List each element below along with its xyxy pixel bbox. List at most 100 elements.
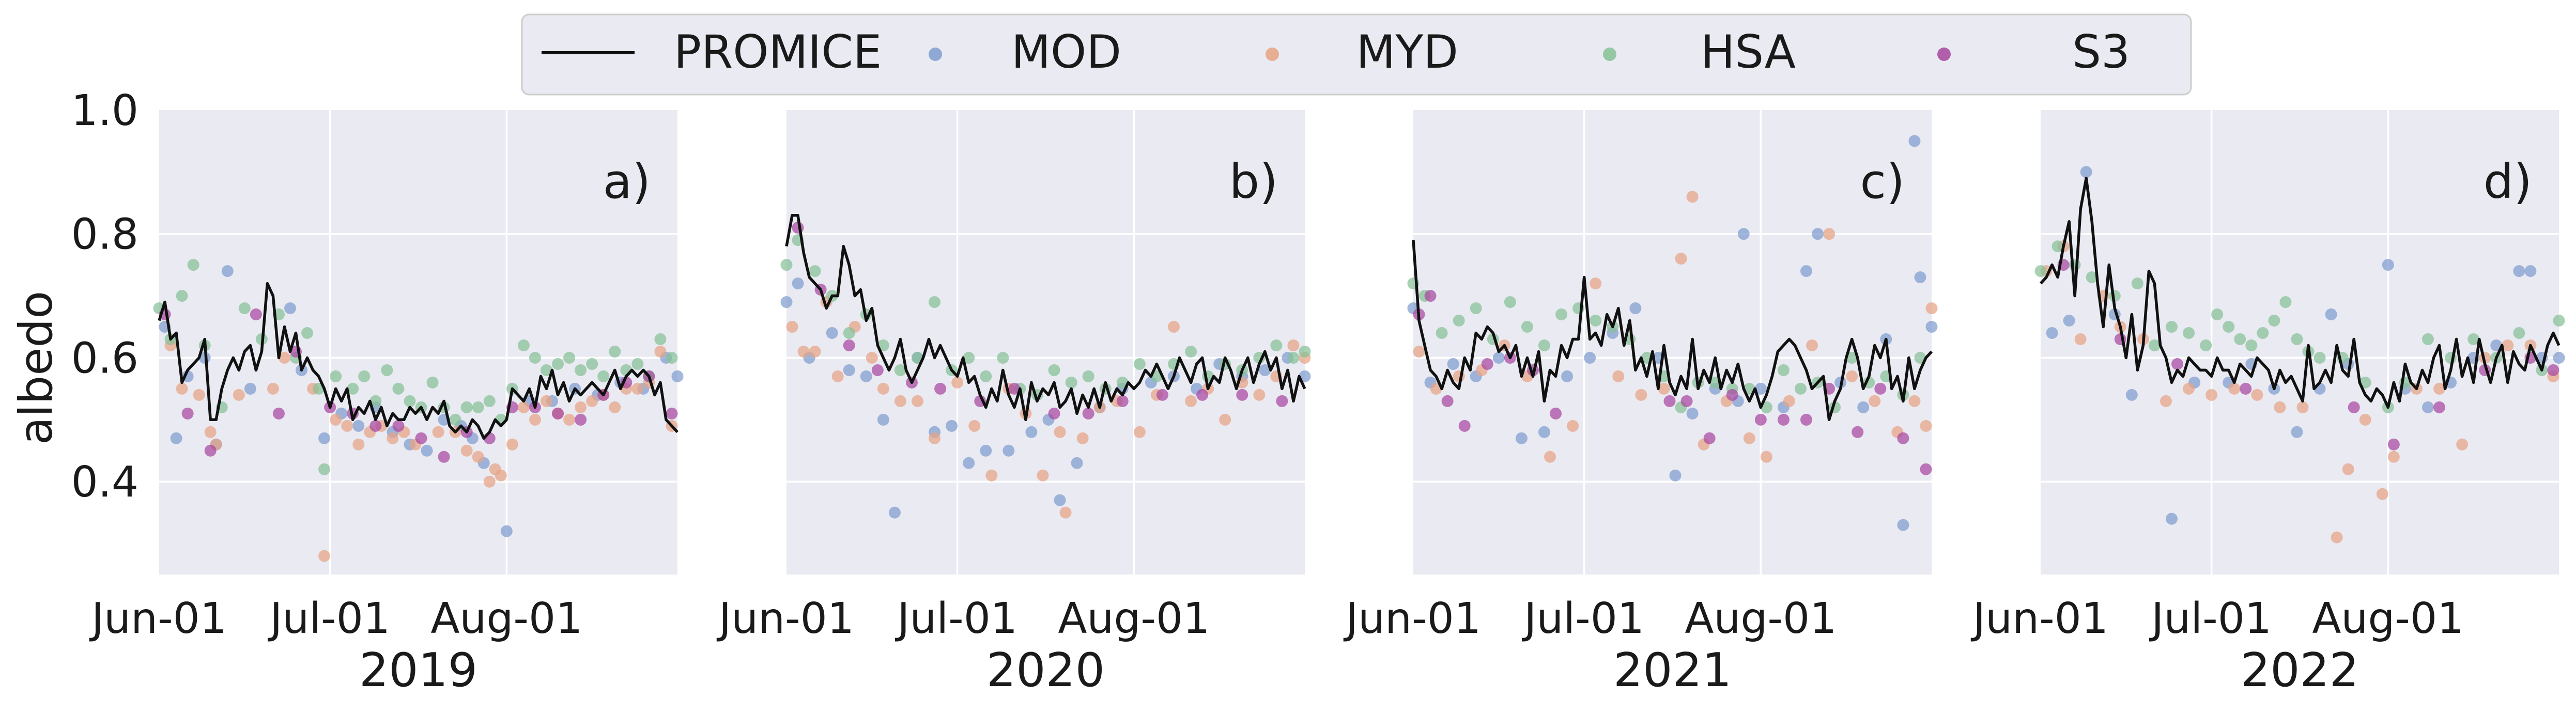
hsa-point [1436, 327, 1448, 339]
mod-point [500, 525, 513, 537]
myd-point [506, 438, 518, 451]
panel-year-label: 2020 [986, 643, 1105, 698]
legend-label: PROMICE [674, 25, 882, 79]
panel-label: c) [1860, 154, 1905, 209]
s3-point [1726, 389, 1738, 401]
myd-point [797, 345, 810, 358]
hsa-point [2467, 333, 2480, 346]
myd-point [1253, 389, 1266, 401]
legend-label: S3 [2072, 25, 2130, 79]
mod-point [2046, 327, 2058, 339]
myd-point [575, 401, 587, 413]
myd-point [1612, 370, 1625, 382]
s3-point [369, 420, 382, 432]
mod-point [2080, 166, 2092, 178]
hsa-point [1270, 339, 1283, 351]
myd-point [1686, 191, 1699, 203]
hsa-point [1048, 364, 1060, 376]
mod-point [1054, 494, 1066, 506]
hsa-point [563, 351, 576, 364]
myd-point [2274, 401, 2286, 413]
s3-point [1156, 389, 1168, 401]
hsa-point [1777, 364, 1790, 376]
hsa-point [460, 401, 473, 413]
mod-point [1025, 426, 1038, 438]
mod-point [1914, 271, 1926, 284]
hsa-point [318, 463, 331, 475]
myd-point [654, 345, 667, 358]
x-tick-label: Aug-01 [1058, 594, 1210, 643]
hsa-point [929, 296, 941, 308]
hsa-point [2313, 351, 2326, 364]
mod-point [792, 277, 804, 290]
myd-point [2433, 382, 2446, 395]
s3-point [272, 407, 285, 420]
hsa-point [1794, 382, 1807, 395]
myd-point [1076, 432, 1089, 444]
mod-point [2513, 265, 2525, 277]
myd-point [1059, 506, 1072, 519]
myd-point [176, 382, 188, 395]
hsa-point [1185, 345, 1197, 358]
hsa-point [2245, 339, 2258, 351]
myd-point [1658, 382, 1670, 395]
hsa-point [2421, 333, 2434, 346]
mod-point [221, 265, 234, 277]
s3-point [1920, 463, 1932, 475]
myd-point [786, 321, 798, 333]
s3-point [1680, 395, 1693, 407]
mod-point [860, 370, 872, 382]
myd-point [1544, 451, 1556, 463]
mod-point [980, 444, 992, 457]
panel-label: b) [1229, 154, 1278, 209]
hsa-point [449, 413, 461, 426]
mod-point [1897, 519, 1909, 531]
myd-point [1287, 339, 1300, 351]
hsa-point [358, 370, 371, 382]
myd-point [1567, 420, 1579, 432]
mod-point [352, 420, 365, 432]
s3-point [871, 364, 884, 376]
hsa-point [2086, 271, 2098, 284]
promice-line [785, 214, 1306, 422]
myd-point [2228, 382, 2241, 395]
mod-point [1812, 228, 1824, 240]
plot-area [159, 110, 677, 575]
hsa-point [2268, 315, 2280, 327]
legend-item-myd: MYD [1266, 25, 1458, 79]
s3-point [934, 382, 947, 395]
myd-point [540, 395, 552, 407]
hsa-point [997, 351, 1009, 364]
mod-point [2524, 265, 2537, 277]
myd-point [460, 444, 473, 457]
mod-point [318, 432, 331, 444]
x-tick-label: Aug-01 [430, 594, 582, 643]
legend-point-marker [1603, 48, 1616, 61]
s3-point [1852, 426, 1864, 438]
mod-point [2553, 351, 2565, 364]
myd-point [877, 382, 889, 395]
hsa-point [426, 376, 439, 389]
legend-items: PROMICE MOD MYD HSA S3 [542, 25, 2130, 79]
y-tick-label: 0.6 [71, 334, 138, 383]
mod-point [963, 457, 975, 469]
myd-point [586, 395, 598, 407]
mod-point [888, 506, 901, 519]
s3-point [438, 451, 450, 463]
promice-line [2039, 177, 2560, 409]
mod-point [421, 444, 433, 457]
y-tick-label: 1.0 [71, 86, 138, 135]
x-tick-label: Jul-01 [894, 594, 1017, 643]
hsa-point [2131, 277, 2143, 290]
mod-point [1754, 382, 1767, 395]
myd-point [1908, 395, 1921, 407]
myd-point [193, 389, 205, 401]
myd-point [1925, 302, 1938, 315]
hsa-point [609, 345, 621, 358]
mod-point [1669, 469, 1682, 482]
myd-point [387, 432, 399, 444]
panel-year-label: 2019 [359, 643, 477, 698]
